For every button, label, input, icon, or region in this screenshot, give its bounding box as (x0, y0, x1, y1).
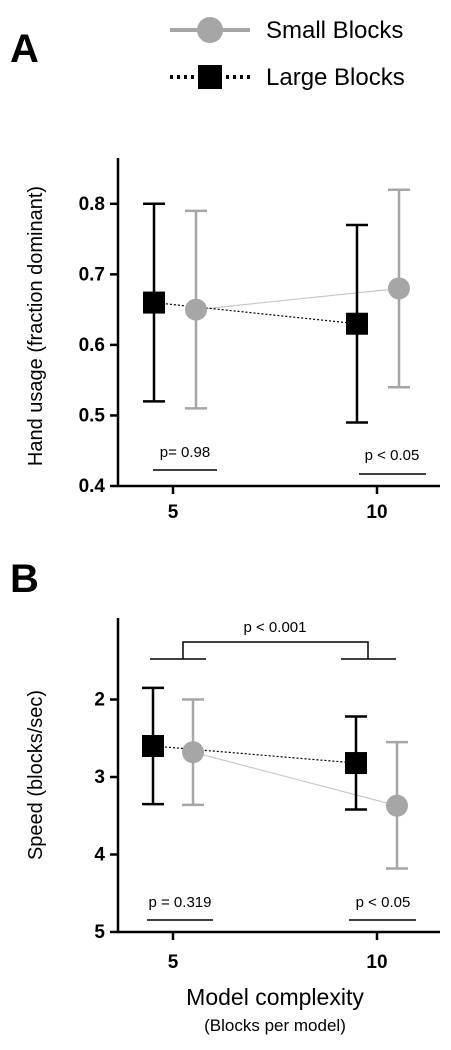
panel-b-annot-right: p < 0.05 (356, 894, 411, 911)
panel-b-annot-left: p = 0.319 (149, 894, 212, 911)
panel-a-large-point-5 (143, 291, 165, 314)
panel-b-y-tick-label: 5 (94, 922, 105, 943)
legend-large-marker (198, 65, 222, 89)
panel-b-x-axis-subtitle: (Blocks per model) (204, 1016, 346, 1035)
panel-b-annotations: p < 0.001 p = 0.319 p < 0.05 (147, 619, 416, 921)
panel-a-y-tick-label: 0.6 (79, 335, 105, 356)
panel-a-letter: A (10, 27, 39, 71)
panel-b-small-point-10 (386, 794, 408, 817)
panel-b-x-tick-label-10: 10 (366, 952, 387, 973)
panel-b-large-point-5 (142, 735, 164, 757)
panel-a-axes: 5 10 Hand usage (fraction dominant) 0.4 0… (25, 158, 440, 523)
panel-a-y-tick-label: 0.4 (79, 476, 106, 497)
panel-a-y-tick-label: 0.8 (79, 194, 105, 215)
panel-b-axes: 5 10 Speed (blocks/sec) Model complexity… (25, 618, 440, 1035)
panel-a-x-tick-label-10: 10 (366, 502, 387, 523)
panel-a-y-tick-label: 0.5 (79, 405, 106, 426)
panel-a-annot-left: p= 0.98 (160, 444, 210, 461)
panel-a-plot (143, 188, 410, 424)
panel-a-x-tick-label-5: 5 (168, 502, 179, 523)
panel-a-annot-right: p < 0.05 (365, 447, 420, 464)
panel-b-y-tick-label: 4 (94, 845, 105, 866)
panel-b-x-axis-title: Model complexity (186, 984, 364, 1010)
panel-b-y-tick-label: 2 (94, 690, 105, 711)
panel-a-y-axis-title: Hand usage (fraction dominant) (25, 186, 47, 466)
panel-b-x-tick-label-5: 5 (168, 952, 179, 973)
panel-a-small-point-10 (388, 277, 410, 300)
panel-a-small-series-line (195, 287, 400, 311)
panel-b-small-series-line (192, 751, 398, 807)
panel-b-large-point-10 (345, 752, 367, 775)
panel-b-letter: B (10, 557, 39, 601)
panel-b-y-axis-title: Speed (blocks/sec) (25, 690, 47, 860)
legend-large-label: Large Blocks (266, 64, 405, 91)
panel-b-top-bracket (182, 641, 369, 659)
panel-b-plot (142, 686, 408, 870)
legend-small-label: Small Blocks (266, 17, 403, 44)
panel-a-small-point-5 (185, 298, 207, 321)
panel-a-large-series-line (153, 301, 358, 325)
panel-a-annotations: p= 0.98 p < 0.05 (153, 444, 426, 475)
panel-b-annot-top: p < 0.001 (244, 619, 307, 636)
panel-b-y-tick-label: 3 (94, 767, 105, 788)
panel-a-large-point-10 (346, 312, 368, 335)
legend: Small Blocks Large Blocks (170, 17, 405, 91)
panel-b-small-point-5 (182, 741, 204, 764)
legend-small-marker (197, 17, 223, 43)
panel-a-y-tick-label: 0.7 (79, 264, 105, 285)
